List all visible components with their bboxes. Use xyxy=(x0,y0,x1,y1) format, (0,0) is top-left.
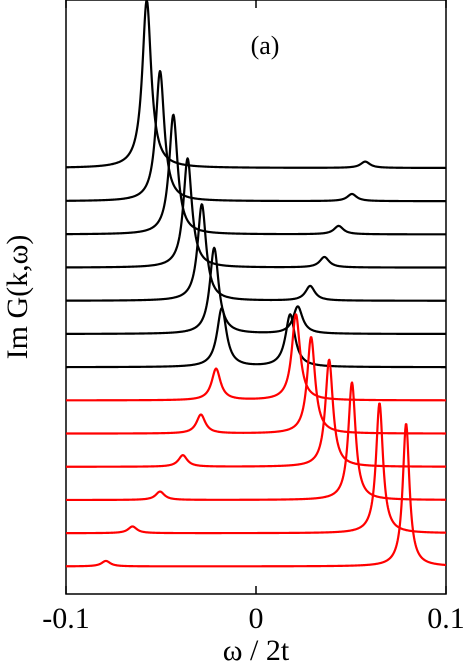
spectrum-curve-4 xyxy=(65,157,447,269)
x-axis-label: ω / 2t xyxy=(223,634,290,667)
spectrum-curve-3 xyxy=(65,113,447,236)
spectrum-curve-10 xyxy=(65,358,447,468)
x-tick-label: -0.1 xyxy=(42,602,90,635)
spectrum-curve-13 xyxy=(65,423,447,568)
spectrum-curve-9 xyxy=(65,336,447,435)
spectrum-curve-2 xyxy=(65,69,447,203)
spectrum-curve-11 xyxy=(65,381,447,502)
panel-label: (a) xyxy=(251,31,280,60)
plot-frame xyxy=(65,0,447,595)
spectrum-curve-5 xyxy=(65,203,447,302)
spectrum-curve-1 xyxy=(65,0,447,170)
spectrum-curve-6 xyxy=(65,246,447,336)
x-tick-label: 0 xyxy=(249,602,264,635)
spectrum-curve-7 xyxy=(65,306,447,369)
x-ticks: -0.1 0 0.1 xyxy=(42,0,465,635)
spectrum-curve-8 xyxy=(65,313,447,402)
spectrum-curve-12 xyxy=(65,402,447,535)
x-tick-label: 0.1 xyxy=(427,602,465,635)
series-layer xyxy=(65,0,447,568)
y-axis-label: Im G(k,ω) xyxy=(1,235,34,360)
